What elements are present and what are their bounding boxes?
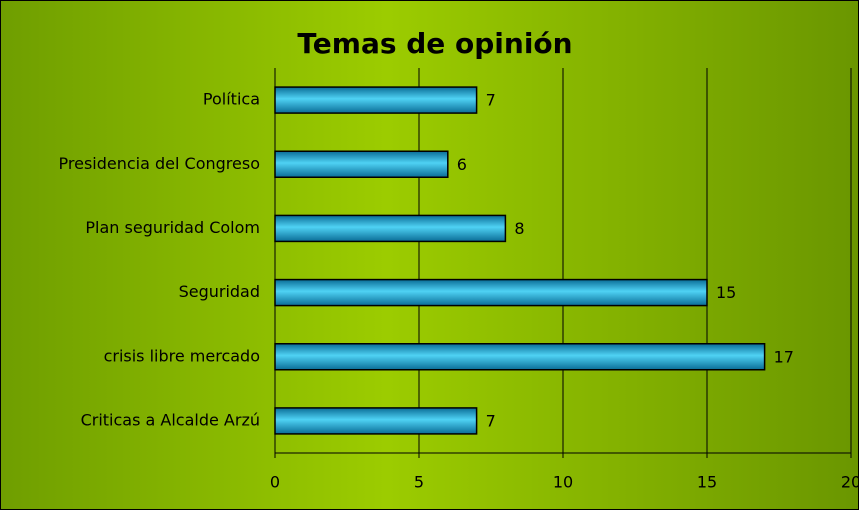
x-tick-label: 10 (553, 473, 573, 492)
value-label: 7 (486, 411, 496, 430)
y-tick-label: crisis libre mercado (104, 346, 260, 365)
y-tick-label: Criticas a Alcalde Arzú (81, 410, 260, 429)
y-tick-label: Política (203, 90, 260, 109)
value-label: 6 (457, 155, 467, 174)
x-tick-label: 15 (697, 473, 717, 492)
y-tick-label: Presidencia del Congreso (59, 154, 260, 173)
bar (274, 214, 507, 243)
x-tick-label: 5 (414, 473, 424, 492)
bar (274, 278, 708, 307)
bar (274, 407, 478, 435)
value-label: 7 (486, 91, 496, 110)
value-label: 15 (716, 283, 736, 302)
value-label: 17 (774, 347, 794, 366)
bar (274, 86, 478, 114)
bar (274, 150, 449, 178)
y-tick-label: Plan seguridad Colom (85, 218, 260, 237)
x-tick-label: 20 (841, 473, 859, 492)
chart-title: Temas de opinión (297, 27, 572, 60)
x-tick-label: 0 (270, 473, 280, 492)
y-tick-label: Seguridad (179, 282, 260, 301)
value-label: 8 (514, 219, 524, 238)
bar (274, 343, 766, 371)
